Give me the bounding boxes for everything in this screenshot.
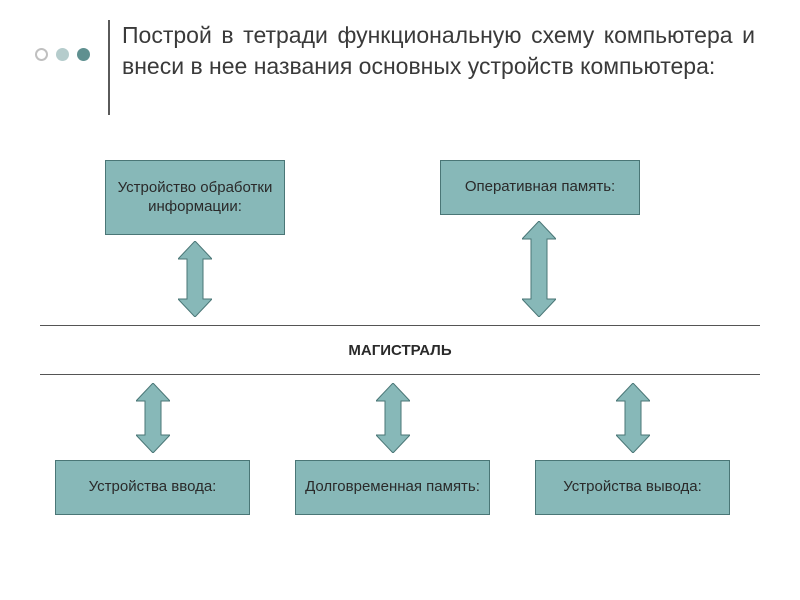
double-arrow-icon xyxy=(376,383,410,453)
header: Построй в тетради функциональную схему к… xyxy=(0,0,800,125)
dot-icon xyxy=(77,48,90,61)
double-arrow-icon xyxy=(616,383,650,453)
bus-label: МАГИСТРАЛЬ xyxy=(348,342,451,359)
double-arrow-icon xyxy=(522,221,556,317)
double-arrow-icon xyxy=(178,241,212,317)
decor-dots xyxy=(35,48,90,61)
node-output: Устройства вывода: xyxy=(535,460,730,515)
page-title: Построй в тетради функциональную схему к… xyxy=(122,20,755,82)
dot-icon xyxy=(56,48,69,61)
node-storage: Долговременная память: xyxy=(295,460,490,515)
node-label: Устройства ввода: xyxy=(89,478,217,497)
node-label: Устройство обработки информации: xyxy=(114,179,276,217)
node-cpu: Устройство обработки информации: xyxy=(105,160,285,235)
diagram: Устройство обработки информации: Операти… xyxy=(0,125,800,585)
node-label: Устройства вывода: xyxy=(563,478,701,497)
bus: МАГИСТРАЛЬ xyxy=(40,325,760,375)
divider xyxy=(108,20,110,115)
node-input: Устройства ввода: xyxy=(55,460,250,515)
node-label: Оперативная память: xyxy=(465,178,615,197)
double-arrow-icon xyxy=(136,383,170,453)
node-label: Долговременная память: xyxy=(305,478,480,497)
node-ram: Оперативная память: xyxy=(440,160,640,215)
dot-icon xyxy=(35,48,48,61)
